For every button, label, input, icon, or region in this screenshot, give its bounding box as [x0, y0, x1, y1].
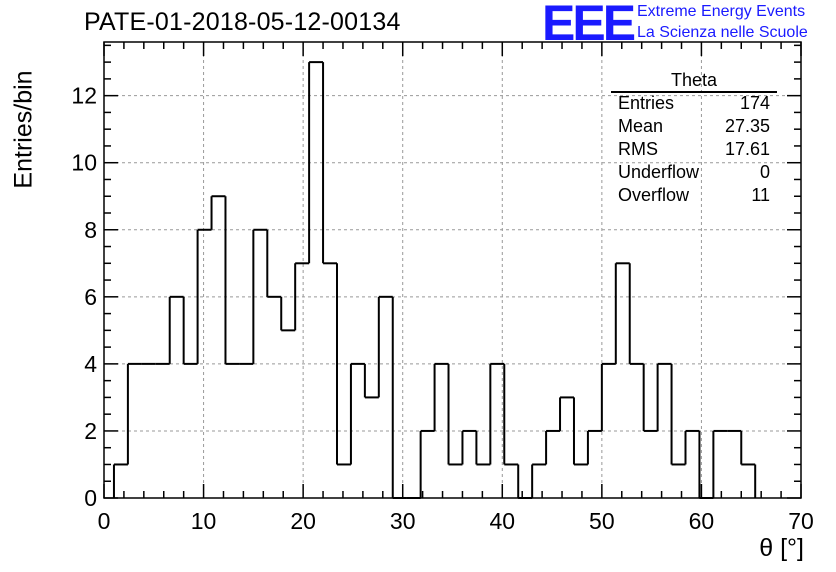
plot-frame-rect	[103, 41, 802, 499]
x-tick-label: 50	[589, 508, 615, 534]
stats-key: RMS	[618, 139, 658, 159]
stats-key: Overflow	[618, 185, 690, 205]
stats-key: Entries	[618, 93, 675, 113]
stats-row-mean: Mean 27.35	[618, 116, 770, 138]
y-tick-label: 0	[84, 485, 97, 511]
y-tick-label: 12	[71, 83, 97, 109]
plot-frame	[103, 41, 802, 499]
stats-row-overflow: Overflow 11	[618, 185, 770, 207]
x-tick-label: 70	[788, 508, 814, 534]
x-tick-label: 60	[689, 508, 715, 534]
stats-value: 0	[759, 162, 770, 182]
y-tick-label: 6	[84, 284, 97, 310]
stats-key: Underflow	[618, 162, 700, 182]
stats-key: Mean	[618, 116, 664, 136]
tick-labels: 0 10 20 30 40 50 60 70 0 2 4 6 8 10 12	[71, 83, 813, 534]
y-tick-label: 8	[84, 217, 97, 243]
logo-subtitle-1: Extreme Energy Events	[637, 3, 806, 20]
stats-value: 174	[739, 93, 770, 113]
x-tick-label: 40	[489, 508, 515, 534]
x-tick-label: 0	[98, 508, 111, 534]
y-tick-label: 2	[84, 418, 97, 444]
chart-title: PATE-01-2018-05-12-00134	[84, 8, 401, 36]
stats-value: 11	[751, 185, 770, 205]
x-axis-label: θ [°]	[759, 534, 804, 562]
axis-ticks	[103, 42, 802, 499]
x-tick-label: 10	[191, 508, 217, 534]
y-axis-label-wrap: Entries/bin	[0, 60, 70, 200]
stats-title: Theta	[670, 70, 718, 90]
stats-divider	[611, 91, 777, 93]
stats-row-underflow: Underflow 0	[618, 162, 770, 184]
y-axis-label: Entries/bin	[9, 70, 38, 189]
x-tick-label: 20	[290, 508, 316, 534]
eee-logo: EEE	[542, 0, 636, 51]
logo-subtitle-2: La Scienza nelle Scuole	[637, 24, 808, 41]
histogram-bars	[112, 61, 757, 499]
stats-value: 17.61	[724, 139, 770, 159]
y-tick-label: 4	[84, 351, 97, 377]
stats-value: 27.35	[724, 116, 770, 136]
stats-row-entries: Entries 174	[618, 93, 770, 115]
stats-row-rms: RMS 17.61	[618, 139, 770, 161]
x-tick-label: 30	[390, 508, 416, 534]
y-tick-label: 10	[71, 150, 97, 176]
